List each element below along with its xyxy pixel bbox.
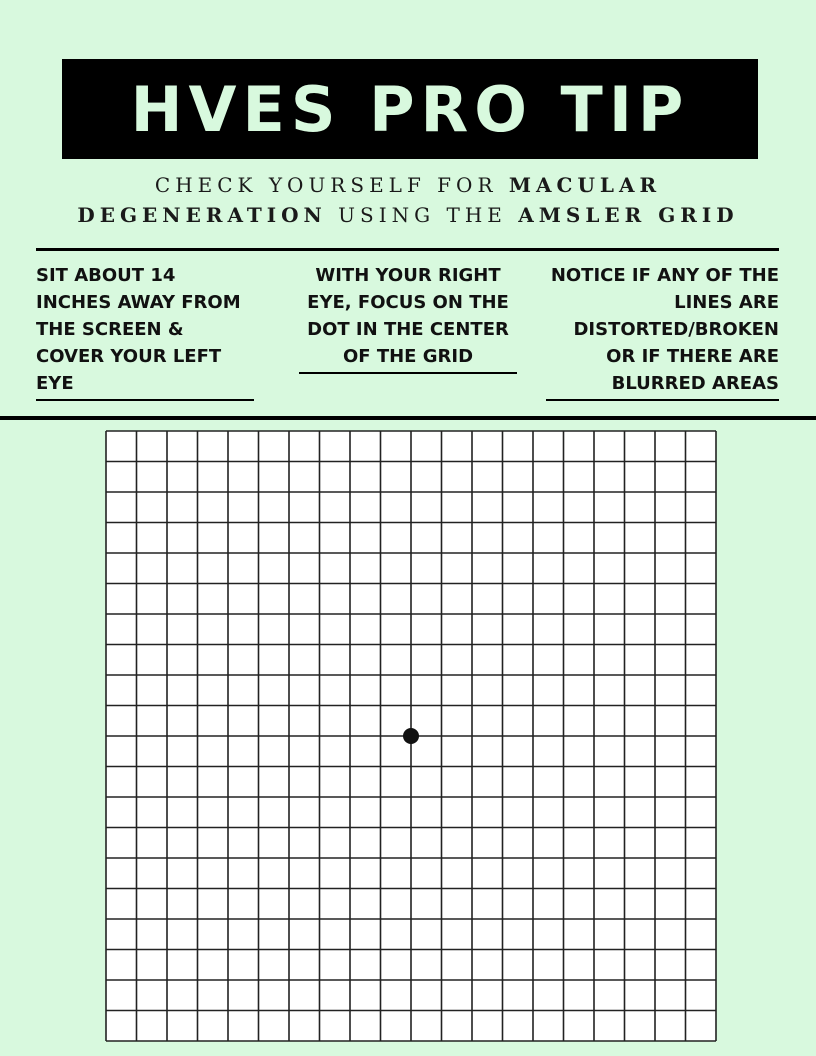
subtitle-line-2: DEGENERATION USING THE AMSLER GRID — [0, 203, 816, 227]
subtitle-emphasis: MACULAR — [508, 173, 662, 197]
step-1: SIT ABOUT 14 INCHES AWAY FROM THE SCREEN… — [36, 262, 254, 401]
divider — [0, 416, 816, 420]
step-3: NOTICE IF ANY OF THE LINES ARE DISTORTED… — [546, 262, 779, 401]
subtitle-emphasis: AMSLER GRID — [518, 203, 739, 227]
subtitle-line-1: CHECK YOURSELF FOR MACULAR — [0, 173, 816, 197]
amsler-grid — [105, 430, 717, 1042]
subtitle-text: USING THE — [326, 203, 519, 227]
center-dot — [403, 728, 419, 744]
step-2: WITH YOUR RIGHT EYE, FOCUS ON THE DOT IN… — [299, 262, 517, 374]
subtitle-emphasis: DEGENERATION — [77, 203, 327, 227]
title-banner: HVES PRO TIP — [62, 59, 758, 159]
subtitle-text: CHECK YOURSELF FOR — [154, 173, 509, 197]
divider — [36, 248, 779, 251]
page-title: HVES PRO TIP — [130, 72, 690, 146]
